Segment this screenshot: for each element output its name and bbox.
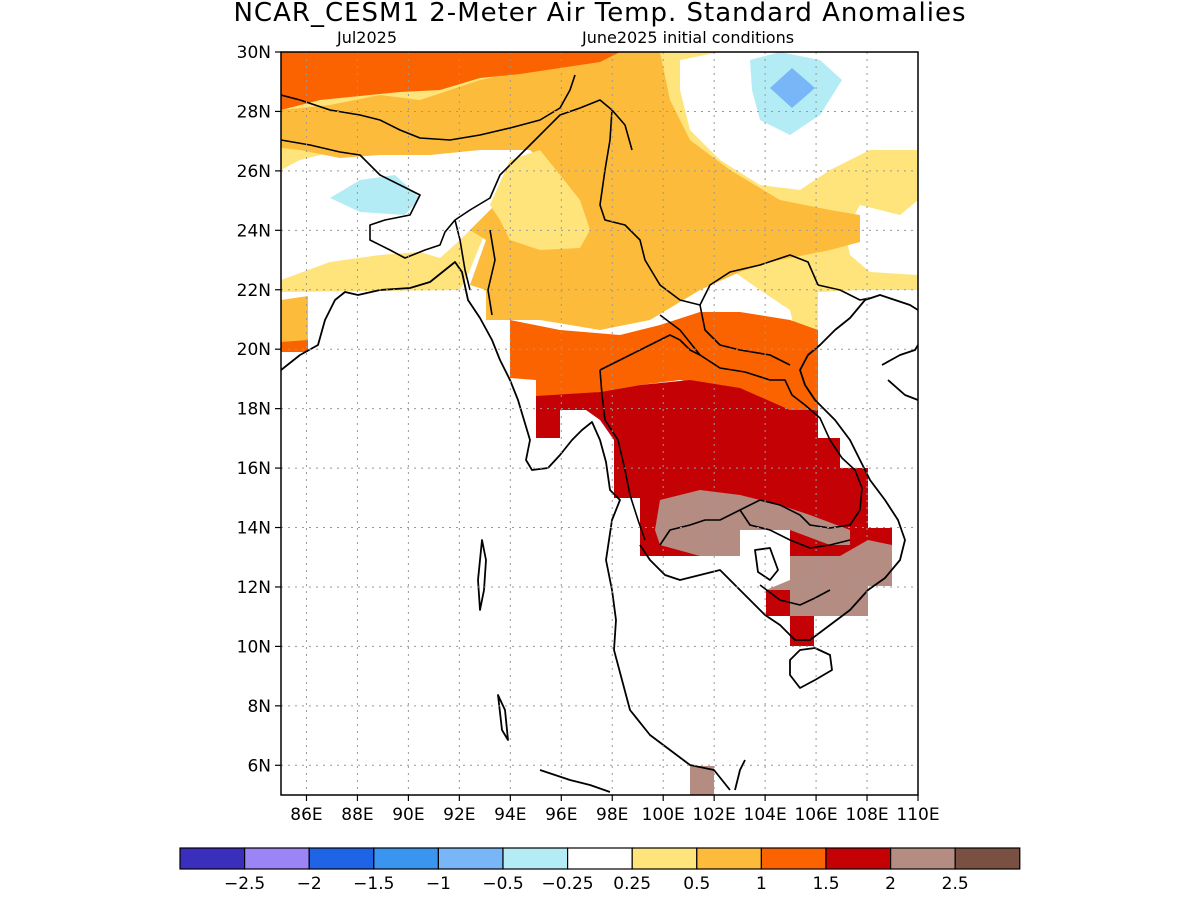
coastline bbox=[639, 294, 918, 641]
border-line bbox=[817, 284, 871, 301]
lat-tick-label: 12N bbox=[237, 578, 271, 598]
init-conditions-label: June2025 initial conditions bbox=[582, 28, 795, 47]
lon-tick-label: 110E bbox=[896, 805, 939, 825]
anomaly-0.5-1-region bbox=[560, 240, 640, 295]
lon-tick-label: 88E bbox=[341, 805, 373, 825]
colorbar-label: −1.5 bbox=[353, 874, 394, 894]
lon-tick-label: 108E bbox=[845, 805, 888, 825]
lon-tick-label: 92E bbox=[443, 805, 475, 825]
anomaly-0.25-0.5-region bbox=[281, 220, 490, 292]
lat-tick-label: 22N bbox=[237, 281, 271, 301]
colorbar-label: 2.5 bbox=[942, 874, 969, 894]
lon-tick-label: 100E bbox=[642, 805, 685, 825]
border-line bbox=[611, 109, 633, 151]
anomaly-1-1.5-region bbox=[281, 52, 620, 110]
island bbox=[497, 694, 509, 741]
colorbar-label: −0.25 bbox=[542, 874, 594, 894]
colorbar-label: −1 bbox=[426, 874, 451, 894]
lat-tick-label: 28N bbox=[237, 102, 271, 122]
coastline bbox=[539, 769, 611, 793]
coastlines bbox=[281, 261, 918, 793]
lon-tick-label: 94E bbox=[494, 805, 526, 825]
island bbox=[754, 547, 779, 581]
border-line bbox=[281, 74, 576, 141]
lat-tick-label: 8N bbox=[247, 697, 271, 717]
colorbar-swatch bbox=[631, 847, 698, 870]
border-line bbox=[599, 334, 701, 371]
anomaly-2-2.5-region bbox=[655, 490, 850, 556]
colorbar-label: 0.5 bbox=[683, 874, 710, 894]
colorbar-swatch bbox=[244, 847, 310, 870]
lat-tick-label: 30N bbox=[237, 43, 271, 63]
colorbar-swatch bbox=[308, 847, 375, 870]
coastline bbox=[281, 261, 731, 791]
neutral-region bbox=[845, 200, 918, 275]
coastline bbox=[734, 759, 746, 791]
colorbar-swatch bbox=[502, 847, 569, 870]
lat-tick-label: 20N bbox=[237, 340, 271, 360]
chart-title: NCAR_CESM1 2-Meter Air Temp. Standard An… bbox=[233, 0, 967, 28]
colorbar-swatch bbox=[760, 847, 827, 870]
lat-tick-label: 16N bbox=[237, 459, 271, 479]
colorbar-label: 2 bbox=[885, 874, 896, 894]
colorbar-label: −2 bbox=[297, 874, 322, 894]
colorbar-swatch bbox=[954, 847, 1021, 870]
colorbar-label: −0.5 bbox=[482, 874, 523, 894]
lon-tick-label: 106E bbox=[794, 805, 837, 825]
colorbar-swatch bbox=[179, 847, 246, 870]
lat-tick-label: 26N bbox=[237, 162, 271, 182]
longitude-labels: 86E 88E 90E 92E 94E 96E 98E 100E 102E 104E 106E 108… bbox=[290, 805, 939, 825]
plot-frame bbox=[280, 51, 919, 796]
border-line bbox=[599, 369, 646, 541]
lat-tick-label: 6N bbox=[247, 756, 271, 776]
border-line bbox=[281, 99, 819, 306]
colorbar-swatch bbox=[373, 847, 439, 870]
colorbar-label: 1 bbox=[756, 874, 767, 894]
colorbar-labels: −2.5 −2 −1.5 −1 −0.5 −0.25 0.25 0.5 1 1.5 2 2.5 bbox=[224, 874, 969, 894]
border-line bbox=[699, 304, 791, 366]
anomaly-neg-0.25-0.5-region bbox=[330, 175, 420, 215]
valid-month-label: Jul2025 bbox=[337, 28, 398, 47]
lon-tick-label: 86E bbox=[290, 805, 322, 825]
lat-tick-label: 14N bbox=[237, 519, 271, 539]
anomaly-0.5-1-region bbox=[281, 296, 308, 345]
anomaly-2-2.5-region bbox=[690, 766, 714, 795]
anomaly-1.5-2-region bbox=[790, 616, 814, 646]
border-line bbox=[487, 229, 496, 316]
colorbar-label: −2.5 bbox=[224, 874, 265, 894]
latitude-labels: 30N 28N 26N 24N 22N 20N 18N 16N 14N 12N 10N 8N 6N bbox=[237, 43, 271, 776]
colorbar-label: 0.25 bbox=[613, 874, 651, 894]
tick-marks bbox=[275, 51, 919, 801]
anomaly-neg-0.5-1-region bbox=[770, 68, 815, 108]
lon-tick-label: 98E bbox=[596, 805, 628, 825]
colorbar-label: 1.5 bbox=[812, 874, 839, 894]
border-line bbox=[739, 509, 851, 549]
anomaly-0.25-0.5-region bbox=[490, 150, 590, 250]
coastline bbox=[881, 344, 918, 401]
colorbar-swatch bbox=[437, 847, 504, 870]
island bbox=[477, 539, 487, 611]
coastline bbox=[789, 647, 833, 689]
border-line bbox=[659, 314, 863, 546]
colorbar-swatch bbox=[696, 847, 762, 870]
lat-tick-label: 18N bbox=[237, 400, 271, 420]
lon-tick-label: 90E bbox=[392, 805, 424, 825]
lon-tick-label: 102E bbox=[693, 805, 736, 825]
anomaly-shading bbox=[281, 52, 918, 795]
border-line bbox=[759, 584, 831, 606]
anomaly-1-1.5-region bbox=[510, 312, 818, 410]
anomaly-1.5-2-region bbox=[766, 590, 790, 616]
lon-tick-label: 104E bbox=[744, 805, 787, 825]
colorbar-swatch bbox=[889, 847, 956, 870]
lon-tick-label: 96E bbox=[545, 805, 577, 825]
colorbar-swatch bbox=[566, 847, 633, 870]
lat-tick-label: 10N bbox=[237, 637, 271, 657]
colorbar bbox=[179, 847, 1021, 870]
colorbar-swatch bbox=[825, 847, 892, 870]
lat-tick-label: 24N bbox=[237, 221, 271, 241]
anomaly-1-1.5-region bbox=[281, 340, 308, 352]
